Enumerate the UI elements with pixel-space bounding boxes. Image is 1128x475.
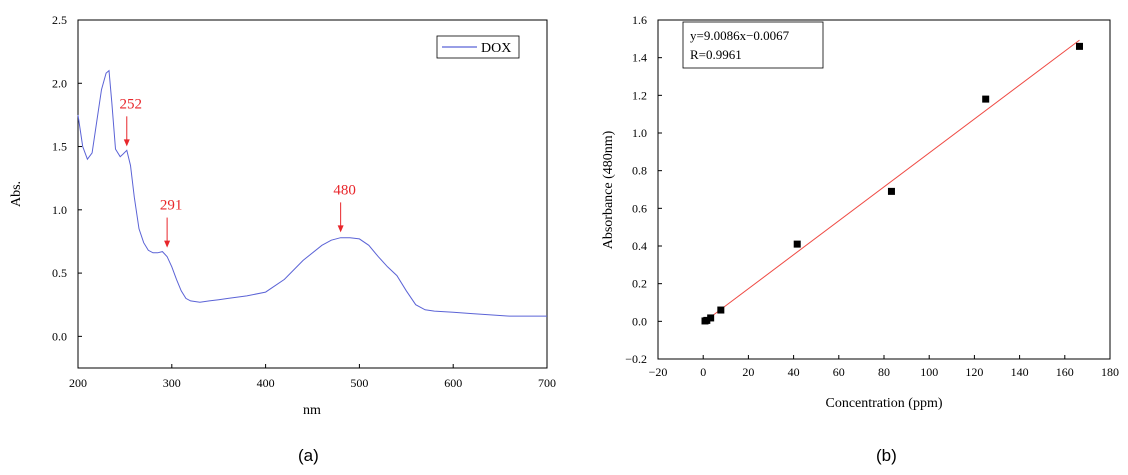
chart-b-y-tick-label: 0.4 — [632, 239, 647, 253]
chart-b-x-tick-label: 140 — [1011, 365, 1029, 379]
chart-a-y-axis-label: Abs. — [9, 181, 24, 207]
chart-b-fit-r-value: R=0.9961 — [690, 47, 742, 62]
chart-a-x-tick-label: 500 — [350, 376, 368, 390]
chart-a-y-tick-label: 1.5 — [52, 140, 67, 154]
chart-a-legend-label: DOX — [481, 41, 511, 56]
chart-a-x-axis: 200 300 400 500 600 700 — [69, 364, 556, 390]
chart-b-fit-line — [704, 39, 1080, 322]
chart-b-y-tick-label: 0.6 — [632, 201, 647, 215]
chart-a-plot-frame — [77, 19, 548, 369]
chart-b-y-axis: −0.2 0.0 0.2 0.4 0.6 0.8 1.0 1.2 1.4 1.6 — [625, 13, 662, 366]
chart-a-legend: DOX — [436, 35, 520, 59]
chart-b-y-tick-label: 0.8 — [632, 164, 647, 178]
chart-b-data-point — [703, 316, 711, 324]
chart-b-y-tick-label: 1.4 — [632, 51, 647, 65]
chart-b-data-point — [887, 187, 895, 195]
chart-b-x-tick-label: 180 — [1101, 365, 1119, 379]
panel-label-a: (a) — [298, 446, 319, 465]
chart-a-annotation-arrowhead — [337, 225, 344, 233]
chart-b-fit-legend-box — [682, 21, 824, 69]
chart-b-y-tick-label: −0.2 — [625, 352, 647, 366]
chart-b-calibration-curve: −20 0 20 40 60 80 100 120 140 160 180 −0.2 0.0 0.2 0.… — [601, 13, 1119, 411]
chart-a-x-tick-label: 600 — [444, 376, 462, 390]
chart-a-annotation-label: 252 — [120, 96, 143, 112]
chart-b-x-axis-label: Concentration (ppm) — [825, 396, 942, 411]
chart-a-y-tick-label: 0.5 — [52, 266, 67, 280]
chart-b-x-axis: −20 0 20 40 60 80 100 120 140 160 180 — [649, 355, 1119, 379]
chart-a-dox-series-line — [77, 69, 547, 317]
chart-a-x-tick-label: 200 — [69, 376, 87, 390]
chart-b-data-point — [1075, 42, 1083, 50]
chart-b-plot-frame — [657, 19, 1111, 360]
chart-b-fit-equation: y=9.0086x−0.0067 — [690, 28, 790, 43]
chart-b-x-tick-label: 80 — [878, 365, 890, 379]
chart-a-annotation-arrowhead — [123, 139, 130, 147]
chart-a-y-tick-label: 1.0 — [52, 203, 67, 217]
chart-b-x-tick-label: 40 — [788, 365, 800, 379]
chart-b-fit-legend: y=9.0086x−0.0067 R=0.9961 — [682, 21, 824, 69]
chart-a-y-axis: 0.0 0.5 1.0 1.5 2.0 2.5 — [52, 13, 82, 343]
chart-b-y-tick-label: 0.2 — [632, 277, 647, 291]
chart-a-peak-annotations: 252 291 480 — [120, 96, 356, 248]
chart-a-annotation-arrowhead — [164, 240, 171, 248]
chart-b-x-tick-label: 120 — [965, 365, 983, 379]
chart-b-x-tick-label: 160 — [1056, 365, 1074, 379]
chart-b-x-tick-label: 100 — [920, 365, 938, 379]
chart-b-data-points — [701, 42, 1083, 325]
chart-b-x-tick-label: 0 — [700, 365, 706, 379]
chart-b-data-point — [717, 306, 725, 314]
chart-a-annotation-label: 480 — [333, 182, 356, 198]
chart-b-data-point — [982, 95, 990, 103]
chart-a-y-tick-label: 2.0 — [52, 76, 67, 90]
chart-b-x-tick-label: −20 — [649, 365, 668, 379]
chart-a-legend-box — [436, 35, 520, 59]
chart-b-y-axis-label: Absorbance (480nm) — [601, 130, 616, 249]
chart-b-y-tick-label: 1.2 — [632, 88, 647, 102]
chart-b-x-tick-label: 60 — [833, 365, 845, 379]
chart-a-annotation-label: 291 — [160, 198, 183, 214]
chart-b-data-point — [793, 240, 801, 248]
chart-a-x-axis-label: nm — [303, 403, 321, 418]
chart-b-y-tick-label: 1.6 — [632, 13, 647, 27]
chart-b-x-tick-label: 20 — [742, 365, 754, 379]
chart-b-y-tick-label: 1.0 — [632, 126, 647, 140]
chart-a-x-tick-label: 300 — [163, 376, 181, 390]
chart-a-y-tick-label: 2.5 — [52, 13, 67, 27]
chart-a-x-tick-label: 700 — [538, 376, 556, 390]
chart-a-uv-vis-spectrum: 200 300 400 500 600 700 0.0 0.5 1.0 1.5 2.0 2.5 nm… — [9, 13, 556, 418]
panel-label-b: (b) — [876, 446, 897, 465]
chart-b-y-tick-label: 0.0 — [632, 314, 647, 328]
chart-a-x-tick-label: 400 — [257, 376, 275, 390]
chart-b-data-point — [707, 314, 715, 322]
chart-a-y-tick-label: 0.0 — [52, 329, 67, 343]
